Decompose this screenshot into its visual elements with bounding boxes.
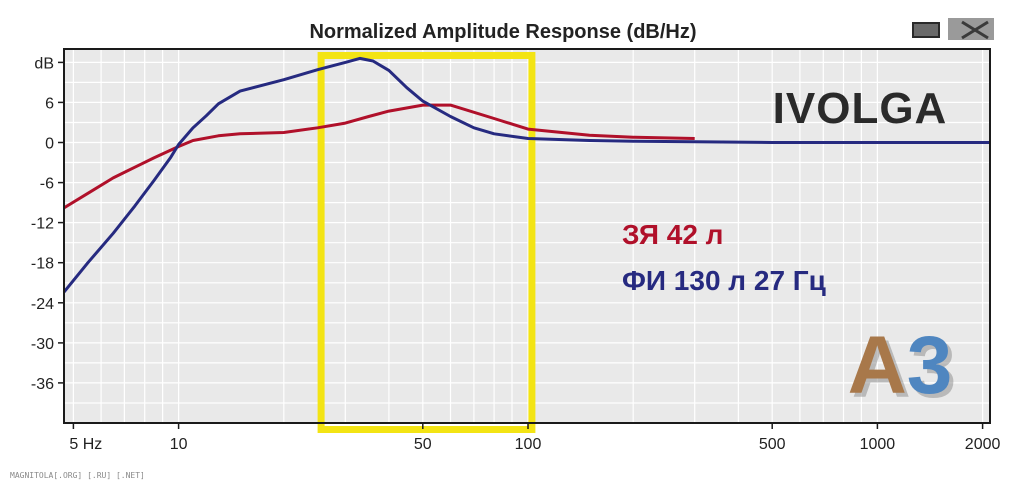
series-line-1 <box>63 103 695 210</box>
corner-logo-icon <box>912 18 994 40</box>
y-tick-label: -30 <box>31 336 54 353</box>
y-tick-label: -12 <box>31 216 54 233</box>
highlight-band <box>317 52 536 433</box>
y-tick-label: 6 <box>45 95 54 112</box>
x-axis-ticks: 5 Hz 10 50 100 500 1000 2000 <box>69 423 1000 453</box>
a3-logo-text: A3 <box>848 320 953 411</box>
x-tick-label: 2000 <box>965 436 1001 453</box>
y-tick-label: -18 <box>31 256 54 273</box>
y-tick-label: -24 <box>31 296 54 313</box>
y-tick-label: dB <box>34 55 54 72</box>
x-tick-label: 5 Hz <box>69 436 102 453</box>
series-line-2 <box>62 56 990 294</box>
x-tick-label: 500 <box>759 436 786 453</box>
brand-label: IVOLGA <box>773 84 948 133</box>
y-axis-ticks: dB 6 0 -6 -12 -18 -24 -30 -36 <box>31 55 64 393</box>
a3-logo-shadow: A3 <box>852 324 957 415</box>
x-tick-label: 100 <box>515 436 542 453</box>
footer-watermark: MAGNITOLA[.ORG] [.RU] [.NET] <box>10 471 145 480</box>
series-layer <box>62 56 990 294</box>
y-tick-label: 0 <box>45 136 54 153</box>
y-tick-label: -6 <box>40 176 54 193</box>
x-tick-label: 50 <box>414 436 432 453</box>
x-tick-label: 1000 <box>860 436 896 453</box>
legend-series-closed: ЗЯ 42 л <box>622 219 723 250</box>
chart-title: Normalized Amplitude Response (dB/Hz) <box>309 21 696 43</box>
grid-lines <box>64 49 990 423</box>
y-tick-label: -36 <box>31 376 54 393</box>
x-tick-label: 10 <box>170 436 188 453</box>
legend-series-vented: ФИ 130 л 27 Гц <box>622 265 826 296</box>
plot-frame <box>63 48 991 424</box>
a3-logo: A3 A3 <box>848 320 957 415</box>
plot-background <box>64 49 990 423</box>
